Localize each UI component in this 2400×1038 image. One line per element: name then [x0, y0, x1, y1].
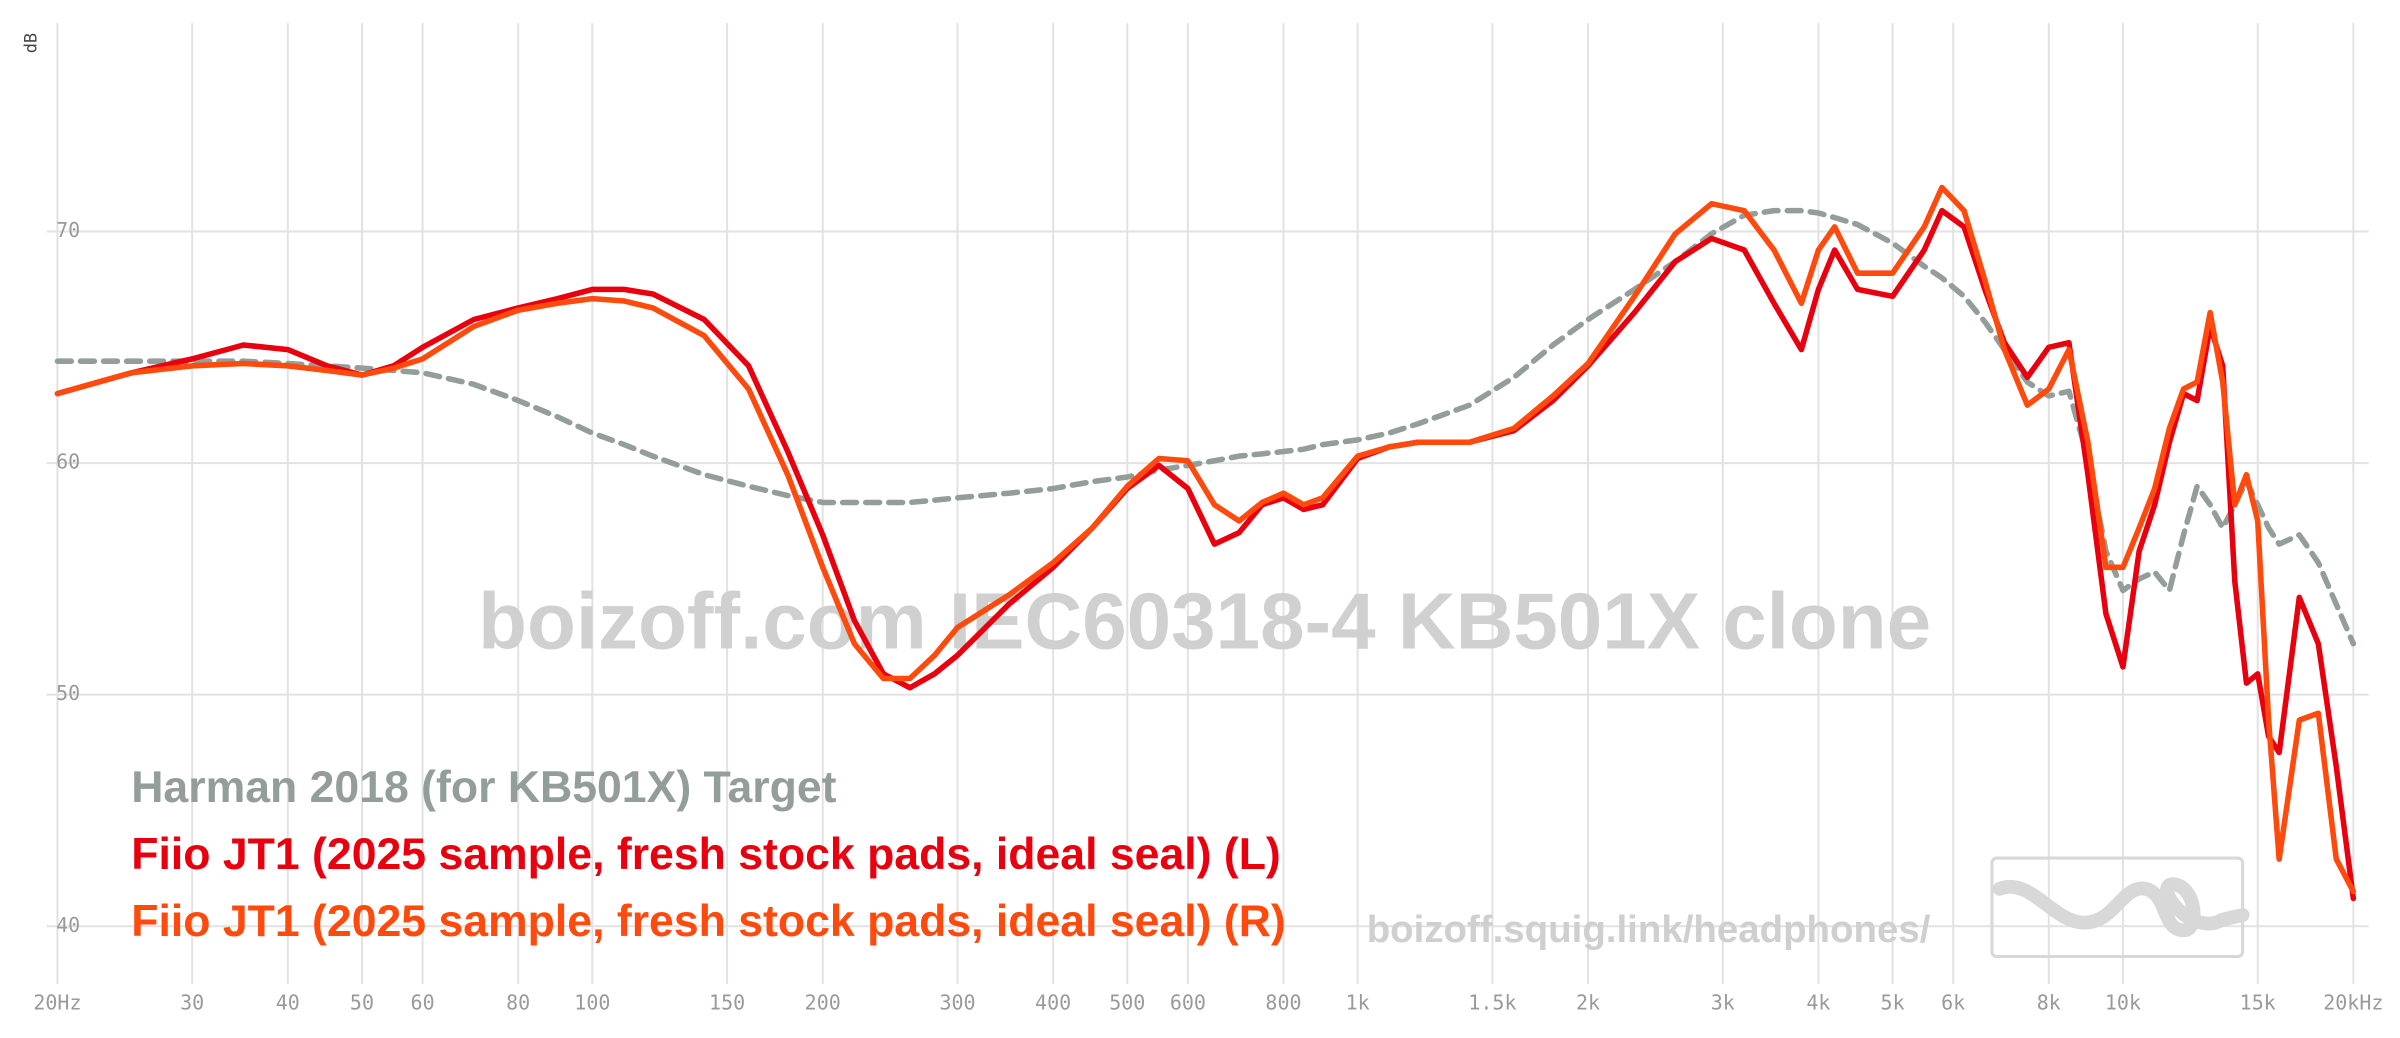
series-line — [54, 207, 2357, 647]
x-tick-label: 100 — [574, 991, 610, 1015]
x-tick-label: 200 — [805, 991, 841, 1015]
x-tick-label: 150 — [709, 991, 745, 1015]
x-tick-label: 15k — [2240, 991, 2276, 1015]
x-tick-label: 5k — [1881, 991, 1905, 1015]
x-tick-label: 300 — [939, 991, 975, 1015]
x-tick-label: 30 — [180, 991, 204, 1015]
y-tick-label: 70 — [56, 218, 80, 242]
x-tick-label: 3k — [1711, 991, 1735, 1015]
x-tick-label: 6k — [1941, 991, 1965, 1015]
x-tick-label: 2k — [1576, 991, 1600, 1015]
legend-entry: Harman 2018 (for KB501X) Target — [131, 763, 836, 812]
y-axis-label: dB — [20, 33, 40, 53]
grid: 20Hz 30 40 50 60 80 100 150 200 300 400 500 600 800 1k… — [33, 23, 2383, 1015]
legend: Harman 2018 (for KB501X) Target Fiio JT1 … — [131, 763, 1286, 946]
x-tick-label: 1.5k — [1468, 991, 1516, 1015]
x-tick-label: 40 — [276, 991, 300, 1015]
lines — [54, 184, 2357, 902]
logo — [1990, 856, 2250, 959]
y-tick-label: 40 — [56, 913, 80, 937]
x-tick-label: 80 — [506, 991, 530, 1015]
x-tick-label: 8k — [2037, 991, 2061, 1015]
y-tick-label: 50 — [56, 681, 80, 705]
legend-entry: Fiio JT1 (2025 sample, fresh stock pads,… — [131, 897, 1286, 946]
x-tick-label: 1k — [1346, 991, 1370, 1015]
x-tick-label: 20Hz — [33, 991, 81, 1015]
x-tick-label: 10k — [2105, 991, 2141, 1015]
x-tick-label: 50 — [350, 991, 374, 1015]
x-tick-label: 500 — [1109, 991, 1145, 1015]
series-line — [54, 184, 2357, 895]
x-tick-label: 400 — [1035, 991, 1071, 1015]
x-tick-label: 20kHz — [2323, 991, 2383, 1015]
x-tick-label: 800 — [1265, 991, 1301, 1015]
x-tick-label: 60 — [411, 991, 435, 1015]
x-tick-label: 600 — [1170, 991, 1206, 1015]
url-watermark: boizoff.squig.link/headphones/ — [1367, 908, 1931, 951]
y-tick-label: 60 — [56, 450, 80, 474]
legend-entry: Fiio JT1 (2025 sample, fresh stock pads,… — [131, 830, 1281, 879]
x-tick-label: 4k — [1806, 991, 1830, 1015]
watermark: boizoff.com IEC60318-4 KB501X clone — [478, 577, 1931, 666]
